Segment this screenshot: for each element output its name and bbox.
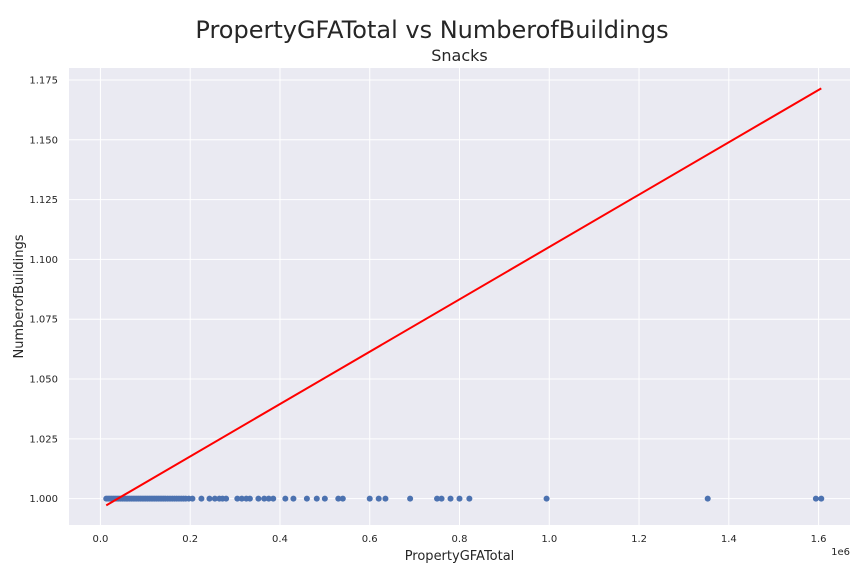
tick-labels: 0.0 0.2 0.4 0.6 0.8 1.0 1.2 1.4 1.6 1.000 1.025 1.0… xyxy=(29,75,826,545)
data-point xyxy=(246,495,253,502)
data-point xyxy=(313,495,320,502)
data-point xyxy=(234,495,241,502)
x-tick-label: 1.2 xyxy=(631,534,647,545)
x-tick-label: 0.0 xyxy=(92,534,108,545)
y-tick-label: 1.175 xyxy=(29,75,58,86)
y-tick-label: 1.000 xyxy=(29,494,58,505)
data-point xyxy=(434,495,441,502)
x-offset-label: 1e6 xyxy=(831,547,850,558)
data-point xyxy=(303,495,310,502)
data-point xyxy=(265,495,272,502)
data-point xyxy=(339,495,346,502)
data-point xyxy=(189,495,196,502)
data-point xyxy=(335,495,342,502)
data-point xyxy=(812,495,819,502)
data-point xyxy=(382,495,389,502)
data-point xyxy=(321,495,328,502)
data-point xyxy=(255,495,262,502)
data-point xyxy=(261,495,268,502)
x-tick-label: 1.0 xyxy=(541,534,557,545)
data-point xyxy=(366,495,373,502)
scatter-points xyxy=(103,495,825,502)
data-point xyxy=(543,495,550,502)
data-point xyxy=(456,495,463,502)
data-point xyxy=(223,495,230,502)
data-point xyxy=(438,495,445,502)
data-point xyxy=(211,495,218,502)
figure-suptitle: PropertyGFATotal vs NumberofBuildings xyxy=(195,16,669,44)
x-tick-label: 1.6 xyxy=(811,534,827,545)
fit-line-layer xyxy=(105,87,822,507)
data-point xyxy=(198,495,205,502)
y-tick-label: 1.100 xyxy=(29,255,58,266)
data-point xyxy=(270,495,277,502)
data-point xyxy=(206,495,213,502)
data-point xyxy=(704,495,711,502)
y-tick-label: 1.150 xyxy=(29,135,58,146)
y-tick-label: 1.125 xyxy=(29,195,58,206)
x-tick-label: 0.2 xyxy=(182,534,198,545)
data-point xyxy=(466,495,473,502)
data-point xyxy=(447,495,454,502)
data-point xyxy=(407,495,414,502)
y-tick-label: 1.075 xyxy=(29,315,58,326)
data-point xyxy=(375,495,382,502)
x-tick-label: 0.6 xyxy=(362,534,378,545)
x-tick-label: 1.4 xyxy=(721,534,737,545)
data-point xyxy=(282,495,289,502)
x-tick-label: 0.8 xyxy=(452,534,468,545)
fit-line xyxy=(105,87,822,507)
y-tick-label: 1.025 xyxy=(29,434,58,445)
y-axis-label: NumberofBuildings xyxy=(12,234,27,358)
chart-subtitle: Snacks xyxy=(431,46,488,65)
grid-lines xyxy=(69,68,850,525)
data-point xyxy=(290,495,297,502)
data-point xyxy=(238,495,245,502)
data-point xyxy=(818,495,825,502)
x-tick-label: 0.4 xyxy=(272,534,288,545)
y-tick-label: 1.050 xyxy=(29,375,58,386)
x-axis-label: PropertyGFATotal xyxy=(405,549,515,564)
